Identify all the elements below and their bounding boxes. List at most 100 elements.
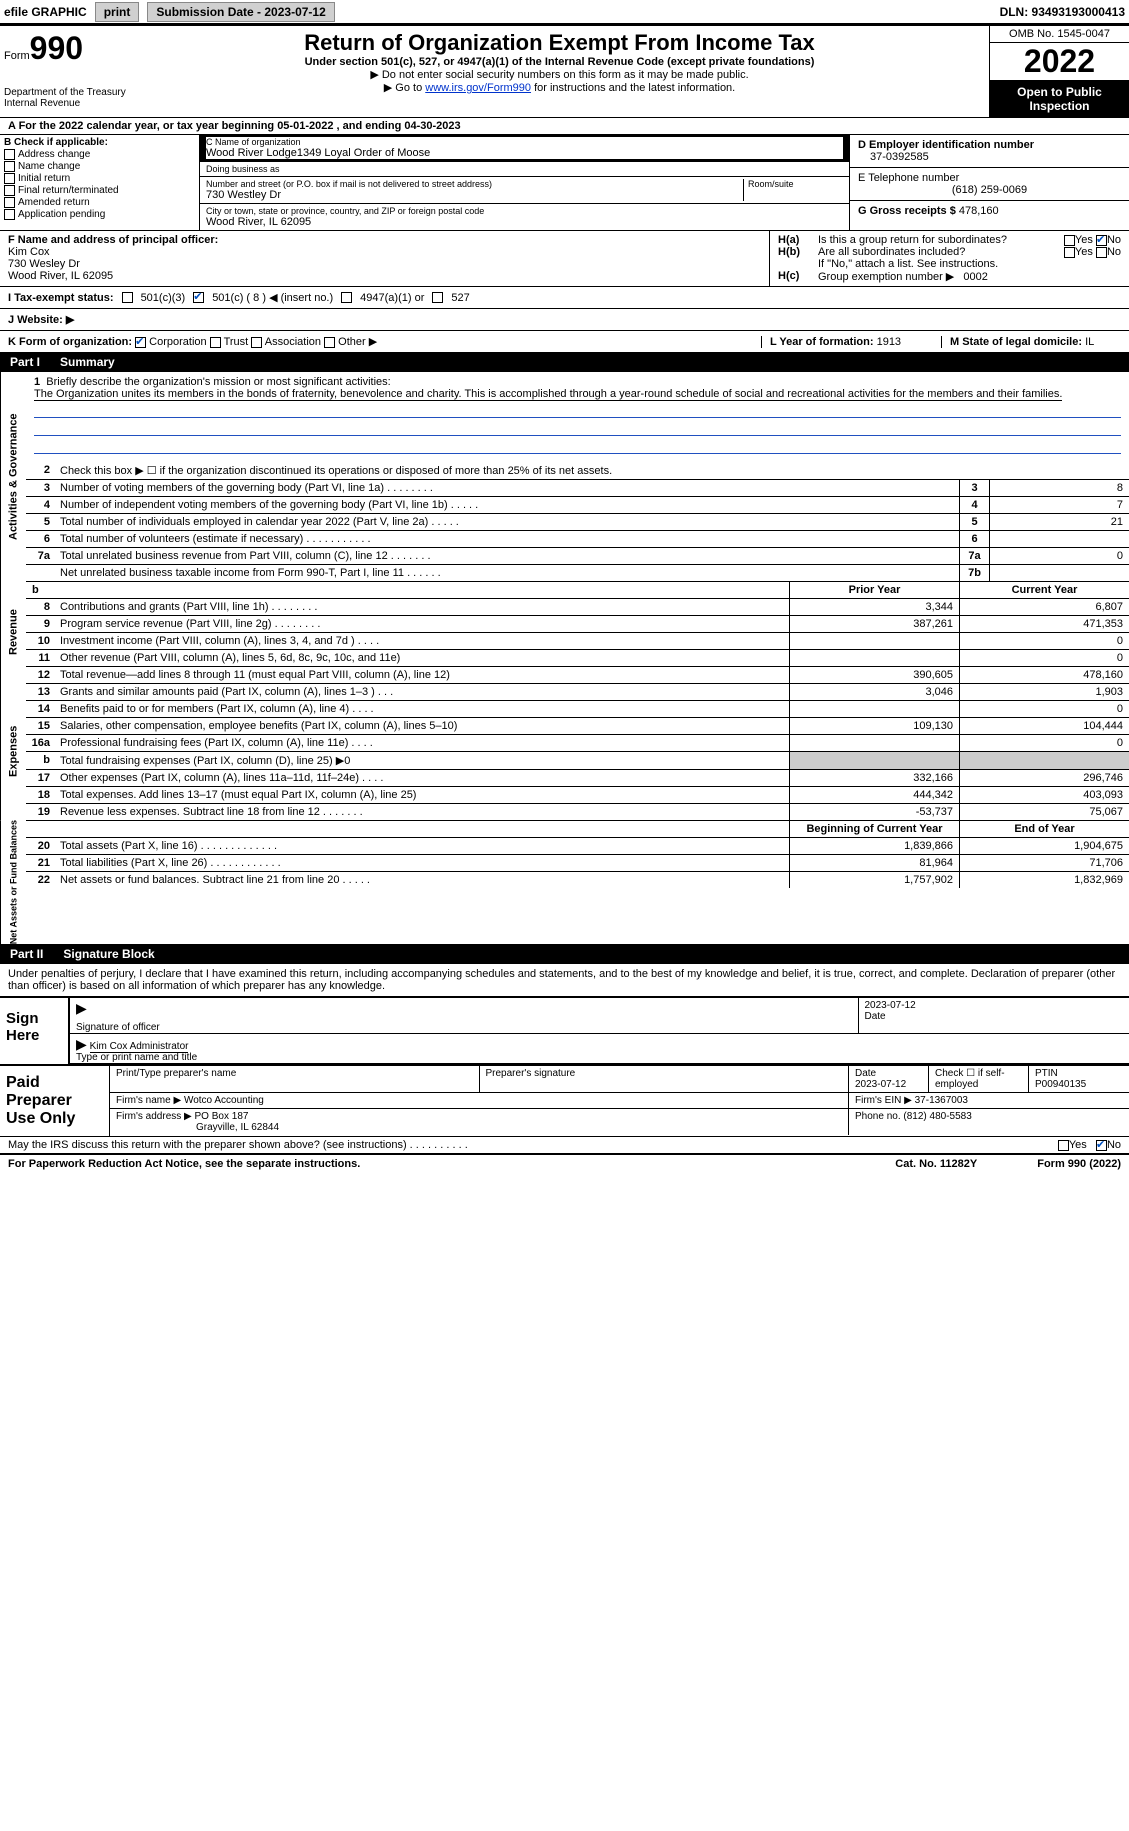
- row-i-tax-status: I Tax-exempt status: 501(c)(3) 501(c) ( …: [0, 286, 1129, 308]
- ein-value: 37-0392585: [858, 151, 1121, 163]
- open-to-public: Open to Public Inspection: [990, 81, 1129, 117]
- summary-line: 14Benefits paid to or for members (Part …: [26, 700, 1129, 717]
- prep-sig-label: Preparer's signature: [486, 1068, 843, 1079]
- summary-line: 17Other expenses (Part IX, column (A), l…: [26, 769, 1129, 786]
- goto-pre: ▶ Go to: [384, 82, 425, 94]
- form-header: Form990 Department of the Treasury Inter…: [0, 24, 1129, 117]
- form-subtitle-3: ▶ Go to www.irs.gov/Form990 for instruct…: [138, 81, 981, 94]
- prep-name-label: Print/Type preparer's name: [116, 1068, 473, 1079]
- summary-line: 13Grants and similar amounts paid (Part …: [26, 683, 1129, 700]
- summary-line: 9Program service revenue (Part VIII, lin…: [26, 615, 1129, 632]
- summary-line: 6Total number of volunteers (estimate if…: [26, 530, 1129, 547]
- tel-value: (618) 259-0069: [858, 184, 1121, 196]
- box-c-org-info: C Name of organization Wood River Lodge1…: [200, 135, 849, 230]
- officer-name: Kim Cox: [8, 246, 761, 258]
- dba-label: Doing business as: [206, 164, 843, 174]
- ha-label: H(a): [778, 234, 818, 246]
- summary-line: 10Investment income (Part VIII, column (…: [26, 632, 1129, 649]
- gross-value: 478,160: [959, 205, 999, 217]
- ha-choice: Yes No: [1064, 234, 1121, 246]
- summary-line: 7aTotal unrelated business revenue from …: [26, 547, 1129, 564]
- box-b-title: B Check if applicable:: [4, 137, 195, 148]
- signature-label: Signature of officer: [76, 1022, 160, 1033]
- status-527: 527: [451, 292, 469, 304]
- dln-label: DLN: 93493193000413: [1000, 5, 1125, 19]
- yes-label: Yes: [1075, 246, 1093, 258]
- prep-date-label: Date: [855, 1068, 876, 1079]
- revenue-section: Revenue b Prior Year Current Year 8Contr…: [0, 581, 1129, 683]
- part-2-title: Signature Block: [63, 947, 154, 961]
- box-c-city: City or town, state or province, country…: [200, 204, 849, 230]
- part-2-header: Part II Signature Block: [0, 944, 1129, 964]
- yes-label: Yes: [1075, 234, 1093, 246]
- ein-label: D Employer identification number: [858, 139, 1121, 151]
- check-option: Application pending: [4, 209, 195, 220]
- hb-label: H(b): [778, 246, 818, 258]
- ha-text: Is this a group return for subordinates?: [818, 234, 1064, 246]
- officer-addr2: Wood River, IL 62095: [8, 270, 761, 282]
- box-c-name: C Name of organization Wood River Lodge1…: [200, 135, 849, 162]
- discuss-text: May the IRS discuss this return with the…: [8, 1139, 1058, 1151]
- box-d-e-g: D Employer identification number 37-0392…: [849, 135, 1129, 230]
- beginning-year-header: Beginning of Current Year: [789, 821, 959, 837]
- prep-date: 2023-07-12: [855, 1079, 906, 1090]
- dept-label: Department of the Treasury Internal Reve…: [4, 87, 126, 109]
- hb-choice: Yes No: [1064, 246, 1121, 258]
- summary-line: 15Salaries, other compensation, employee…: [26, 717, 1129, 734]
- phone-label: Phone no.: [855, 1111, 901, 1122]
- website-label: J Website: ▶: [8, 313, 74, 326]
- row-k-org-form: K Form of organization: Corporation Trus…: [0, 330, 1129, 352]
- ptin-value: P00940135: [1035, 1079, 1086, 1090]
- side-tab-revenue: Revenue: [0, 581, 26, 683]
- side-tab-expenses: Expenses: [0, 683, 26, 820]
- summary-line: 22Net assets or fund balances. Subtract …: [26, 871, 1129, 888]
- paid-preparer-block: Paid Preparer Use Only Print/Type prepar…: [0, 1064, 1129, 1136]
- check-option: Name change: [4, 161, 195, 172]
- summary-line: 20Total assets (Part X, line 16) . . . .…: [26, 837, 1129, 854]
- gross-label: G Gross receipts $: [858, 205, 956, 217]
- col-b-header: b: [26, 582, 789, 598]
- net-assets-section: Net Assets or Fund Balances Beginning of…: [0, 820, 1129, 944]
- row-j-website: J Website: ▶: [0, 308, 1129, 330]
- line-2-num: 2: [26, 462, 56, 479]
- efile-label: efile GRAPHIC: [4, 5, 87, 19]
- form-corp: Corporation: [149, 336, 206, 348]
- firm-addr1: PO Box 187: [195, 1111, 249, 1122]
- sign-here-block: Sign Here ▶Signature of officer 2023-07-…: [0, 997, 1129, 1064]
- current-year-header: Current Year: [959, 582, 1129, 598]
- part-1-header: Part I Summary: [0, 352, 1129, 372]
- line-2-text: Check this box ▶ ☐ if the organization d…: [56, 462, 1129, 479]
- box-b-checklist: B Check if applicable: Address changeNam…: [0, 135, 200, 230]
- hc-value: 0002: [963, 271, 987, 283]
- signature-intro: Under penalties of perjury, I declare th…: [0, 964, 1129, 997]
- org-name: Wood River Lodge1349 Loyal Order of Moos…: [206, 147, 843, 159]
- hc-text: Group exemption number ▶: [818, 271, 954, 283]
- expenses-section: Expenses 13Grants and similar amounts pa…: [0, 683, 1129, 820]
- self-employed-check: Check ☐ if self-employed: [929, 1066, 1029, 1092]
- year-formation: 1913: [877, 336, 901, 348]
- state-domicile-label: M State of legal domicile:: [950, 336, 1082, 348]
- box-c-address: Number and street (or P.O. box if mail i…: [200, 177, 849, 204]
- irs-link[interactable]: www.irs.gov/Form990: [425, 82, 531, 94]
- name-label: C Name of organization: [206, 137, 843, 147]
- date-label: Date: [865, 1011, 1124, 1022]
- check-option: Amended return: [4, 197, 195, 208]
- summary-line: 4Number of independent voting members of…: [26, 496, 1129, 513]
- status-4947: 4947(a)(1) or: [360, 292, 424, 304]
- cat-number: Cat. No. 11282Y: [895, 1158, 977, 1170]
- summary-line: 21Total liabilities (Part X, line 26) . …: [26, 854, 1129, 871]
- side-tab-governance: Activities & Governance: [0, 372, 26, 581]
- mission-text: The Organization unites its members in t…: [34, 388, 1062, 401]
- firm-addr-label: Firm's address ▶: [116, 1111, 192, 1122]
- firm-name: Wotco Accounting: [184, 1095, 264, 1106]
- print-button[interactable]: print: [95, 2, 140, 22]
- part-1-num: Part I: [10, 355, 40, 369]
- org-form-label: K Form of organization:: [8, 336, 132, 348]
- summary-line: 12Total revenue—add lines 8 through 11 (…: [26, 666, 1129, 683]
- discuss-no: No: [1107, 1139, 1121, 1151]
- mission-label: Briefly describe the organization's miss…: [46, 376, 390, 388]
- goto-post: for instructions and the latest informat…: [531, 82, 735, 94]
- summary-line: 3Number of voting members of the governi…: [26, 479, 1129, 496]
- city-value: Wood River, IL 62095: [206, 216, 843, 228]
- summary-line: 19Revenue less expenses. Subtract line 1…: [26, 803, 1129, 820]
